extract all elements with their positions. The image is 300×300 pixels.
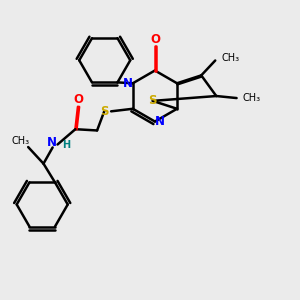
Text: S: S — [100, 105, 109, 118]
Text: H: H — [62, 140, 70, 151]
Text: CH₃: CH₃ — [221, 52, 239, 62]
Text: N: N — [155, 115, 165, 128]
Text: CH₃: CH₃ — [11, 136, 29, 146]
Text: O: O — [73, 93, 83, 106]
Text: N: N — [123, 77, 133, 90]
Text: S: S — [148, 94, 157, 107]
Text: CH₃: CH₃ — [242, 93, 261, 103]
Text: O: O — [150, 33, 160, 46]
Text: N: N — [46, 136, 57, 149]
